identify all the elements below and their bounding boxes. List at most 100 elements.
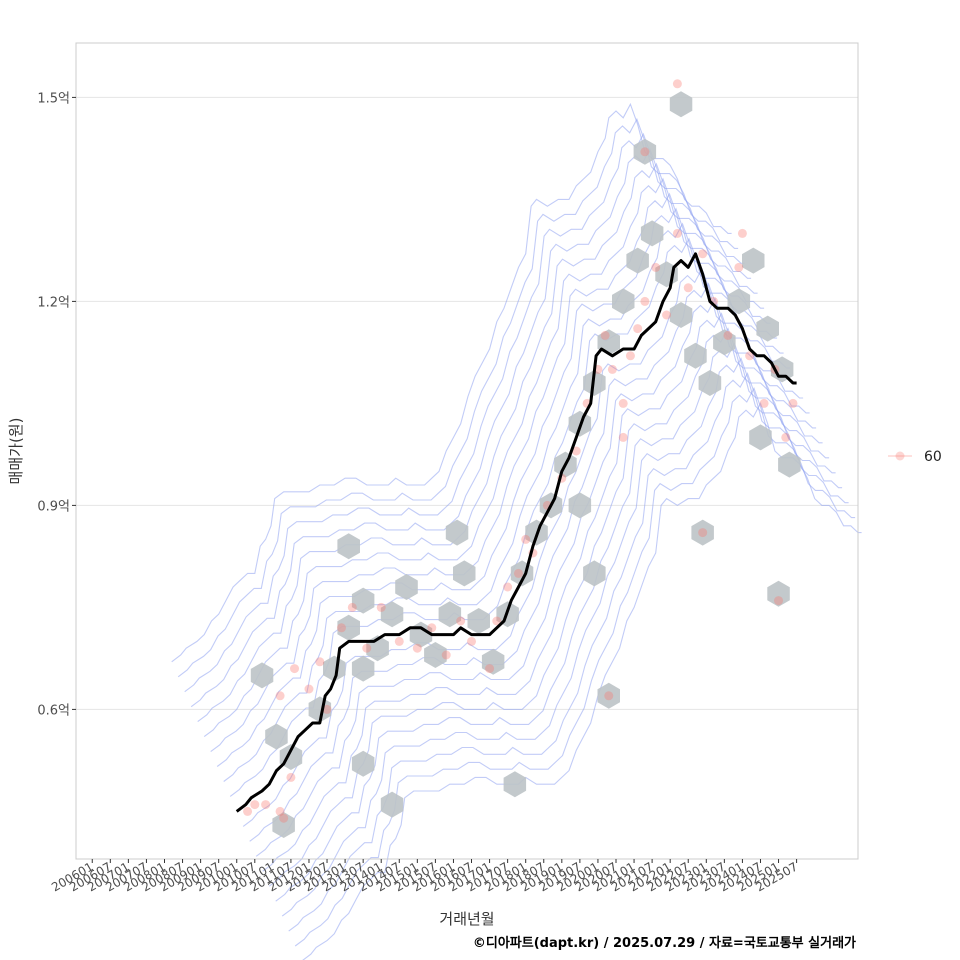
scatter-point (286, 772, 296, 782)
hexbin-cell (770, 356, 794, 383)
hexbin-cell (438, 601, 462, 628)
scatter-point (723, 330, 733, 340)
scatter-point (513, 568, 523, 578)
scatter-point (774, 596, 784, 606)
hexbin-cell (684, 342, 707, 369)
scatter-point (633, 324, 643, 334)
source-caption: ©디아파트(dapt.kr) / 2025.07.29 / 자료=국토교통부 실… (473, 935, 856, 951)
hexbin-cell (626, 247, 649, 274)
scatter-point (698, 528, 708, 538)
x-axis: 2006012006072007012007072008012008072009… (49, 859, 800, 895)
hexbin-cell (453, 560, 476, 587)
hexbin-cell (727, 288, 751, 315)
scatter-point (734, 262, 744, 272)
scatter-point (737, 228, 747, 238)
scatter-point (275, 691, 285, 701)
scatter-point (521, 534, 531, 544)
hexbin-cell (351, 655, 375, 682)
hexbin-cell (583, 560, 606, 587)
density-contour (184, 132, 745, 693)
hexbin-cell (272, 812, 295, 838)
scatter-point (640, 296, 650, 306)
scatter-point (618, 432, 628, 442)
scatter-point (336, 623, 346, 633)
hexbin-cell (424, 642, 447, 668)
hexbin-cell (445, 519, 469, 546)
hexbin-cell (767, 580, 790, 607)
scatter-point (625, 351, 635, 361)
scatter-point (304, 684, 314, 694)
scatter-point (394, 636, 404, 646)
hexbin-cell (640, 220, 664, 247)
density-contour (268, 327, 830, 887)
hexbin-cell (323, 655, 346, 682)
scatter-point (759, 398, 769, 408)
hexbin-cell (749, 424, 772, 451)
scatter-point (376, 602, 386, 612)
scatter-point (698, 249, 708, 259)
density-contour (262, 312, 823, 872)
scatter-point (745, 351, 755, 361)
density-contour (281, 357, 843, 917)
scatter-point (485, 664, 495, 674)
scatter-point (651, 262, 661, 272)
density-contour (203, 177, 765, 738)
hexbin-cell (351, 750, 375, 777)
density-contour (229, 237, 791, 797)
scatter-point (503, 582, 513, 592)
scatter-point (427, 623, 437, 633)
scatter-point (492, 616, 502, 626)
hexbin-cell (713, 329, 736, 356)
hexbin-cell (698, 370, 722, 396)
hexbin-cell (395, 574, 418, 600)
scatter-point (362, 643, 372, 653)
hexbin-layer (250, 91, 801, 838)
density-contour (190, 147, 752, 708)
scatter-point (781, 432, 791, 442)
scatter-point (467, 636, 477, 646)
density-contour (275, 342, 836, 902)
hexbin-cell (691, 519, 714, 546)
scatter-point (261, 800, 271, 810)
scatter-point (672, 79, 682, 89)
legend: 60 (888, 449, 942, 465)
hexbin-cell (503, 771, 527, 798)
scatter-point (250, 800, 260, 810)
hexbin-cell (265, 723, 288, 750)
hexbin-cell (337, 614, 360, 641)
scatter-point (347, 602, 357, 612)
density-contour (288, 372, 849, 932)
scatter-point (275, 806, 285, 816)
hexbin-cell (568, 492, 592, 519)
legend-label: 60 (924, 449, 942, 465)
scatter-point (683, 283, 693, 293)
hexbin-cell (742, 247, 765, 274)
y-tick-label: 1.2억 (37, 295, 70, 310)
y-axis: 0.6억 0.9억 1.2억 1.5억 (37, 91, 76, 718)
density-contour (216, 207, 778, 767)
hexbin-cell (778, 451, 801, 478)
scatter-point (290, 664, 300, 674)
density-contour (197, 162, 758, 723)
hexbin-cell (756, 315, 779, 342)
hexbin-cell (380, 601, 404, 628)
y-axis-title: 매매가(원) (7, 418, 25, 485)
hexbin-cell (612, 288, 635, 315)
scatter-point (607, 364, 617, 374)
y-tick-label: 0.6억 (37, 703, 70, 718)
scatter-point (322, 704, 332, 714)
hexbin-cell (380, 791, 404, 818)
scatter-point (315, 657, 325, 667)
trend-line (235, 252, 797, 813)
scatter-point (243, 806, 253, 816)
density-contour (302, 402, 862, 960)
x-axis-title: 거래년월 (439, 910, 494, 928)
scatter-point (571, 446, 581, 456)
hexbin-cell (669, 302, 693, 328)
hexbin-cell (308, 696, 332, 723)
scatter-point (604, 691, 614, 701)
y-tick-label: 1.5억 (37, 91, 70, 106)
scatter-point (672, 228, 682, 238)
